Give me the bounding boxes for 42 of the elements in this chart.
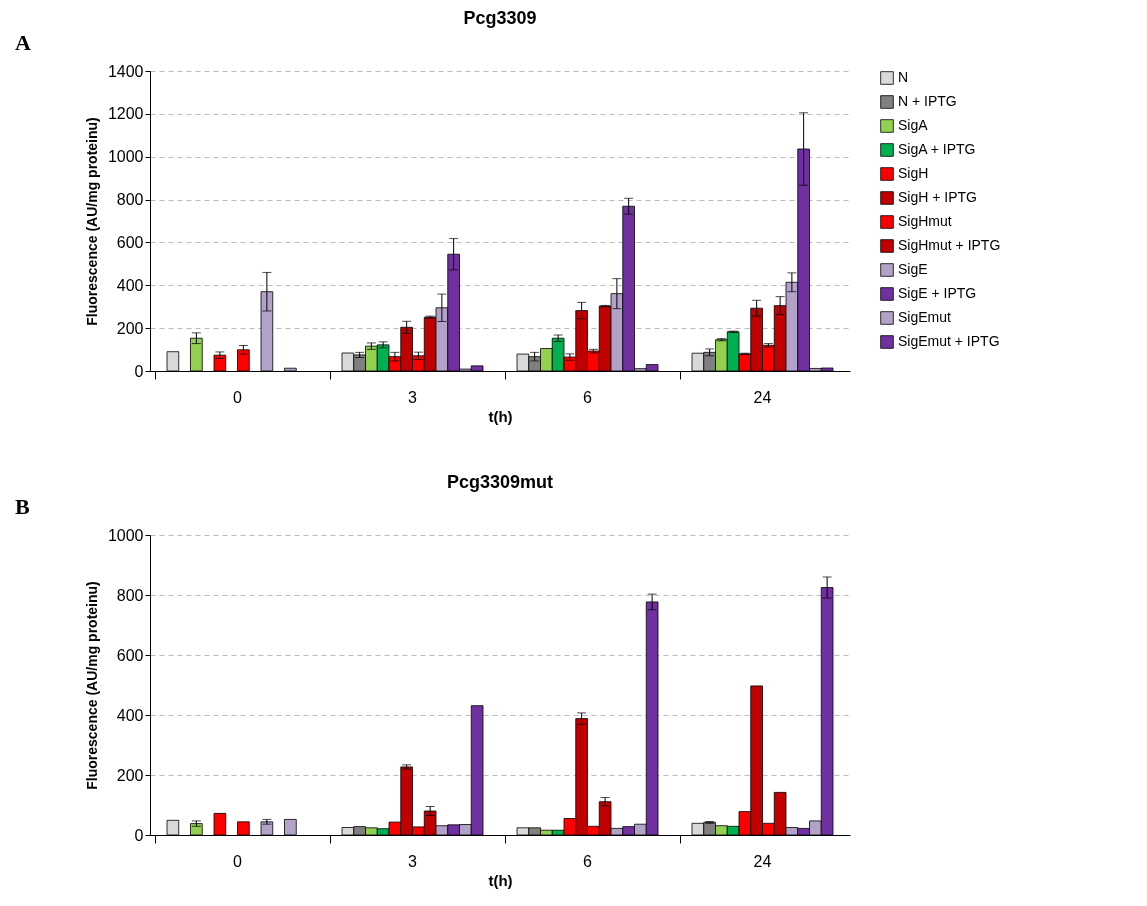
x-axis-title: t(h) bbox=[488, 407, 513, 425]
text: A bbox=[15, 30, 31, 55]
x-axis-title: t(h) bbox=[488, 871, 513, 889]
y-tick-label: 800 bbox=[116, 586, 144, 604]
y-tick-label: 0 bbox=[134, 362, 144, 380]
y-tick-label: 1000 bbox=[107, 148, 144, 166]
x-tick-label: 24 bbox=[753, 852, 772, 870]
legend-label: SigA bbox=[898, 117, 929, 133]
legend-label: SigE + IPTG bbox=[898, 285, 977, 301]
y-tick-label: 800 bbox=[116, 191, 144, 209]
y-tick-label: 200 bbox=[116, 766, 144, 784]
legend-label: N + IPTG bbox=[898, 93, 957, 109]
x-tick-label: 6 bbox=[583, 388, 593, 406]
legend-label: SigH + IPTG bbox=[898, 189, 977, 205]
x-tick-label: 3 bbox=[408, 852, 418, 870]
y-tick-label: 1400 bbox=[107, 62, 144, 80]
legend-label: SigH bbox=[898, 165, 929, 181]
chart-title: Pcg3309mut bbox=[446, 472, 554, 492]
y-tick-label: 1200 bbox=[107, 105, 144, 123]
legend-label: SigHmut bbox=[898, 213, 952, 229]
legend-label: SigA + IPTG bbox=[898, 141, 976, 157]
y-tick-label: 1000 bbox=[107, 526, 144, 544]
chart-title: Pcg3309 bbox=[463, 8, 537, 28]
y-tick-label: 600 bbox=[116, 233, 144, 251]
y-tick-label: 400 bbox=[116, 276, 144, 294]
legend-label: SigE bbox=[898, 261, 928, 277]
legend-label: SigHmut + IPTG bbox=[898, 237, 1001, 253]
y-tick-label: 0 bbox=[134, 826, 144, 844]
y-tick-label: 400 bbox=[116, 706, 144, 724]
y-tick-label: 200 bbox=[116, 319, 144, 337]
y-tick-label: 600 bbox=[116, 646, 144, 664]
legend-label: N bbox=[898, 69, 909, 85]
legend-label: SigEmut bbox=[898, 309, 952, 325]
x-tick-label: 24 bbox=[753, 388, 772, 406]
y-axis-title: Fluorescence (AU/mg proteinu) bbox=[83, 117, 100, 326]
x-tick-label: 0 bbox=[233, 388, 243, 406]
y-axis-title: Fluorescence (AU/mg proteinu) bbox=[83, 581, 100, 790]
x-tick-label: 6 bbox=[583, 852, 593, 870]
legend-label: SigEmut + IPTG bbox=[898, 333, 1000, 349]
x-tick-label: 3 bbox=[408, 388, 418, 406]
x-tick-label: 0 bbox=[233, 852, 243, 870]
text: B bbox=[15, 494, 30, 519]
